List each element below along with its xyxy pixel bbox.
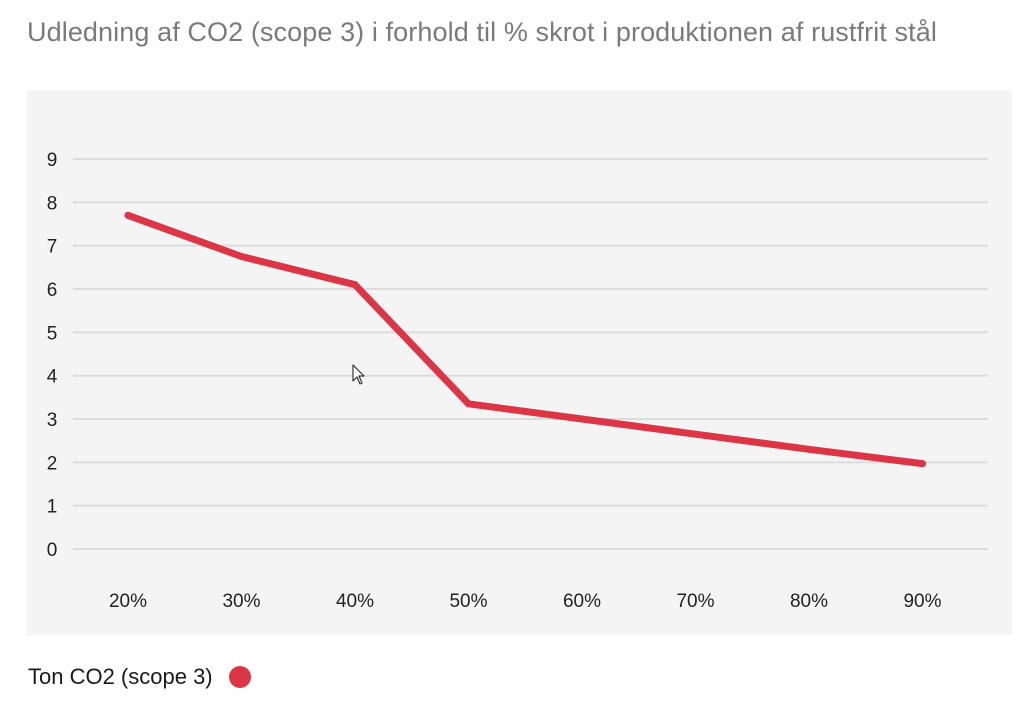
data-point[interactable]: [919, 460, 926, 468]
y-axis-ticks: 0 1 2 3 4 5 6 7 8 9: [47, 150, 58, 561]
data-point[interactable]: [238, 253, 245, 260]
y-tick-label: 6: [47, 280, 58, 301]
plot-area: [27, 90, 1012, 635]
x-tick-label: 40%: [336, 591, 374, 612]
legend-label: Ton CO2 (scope 3): [28, 664, 213, 689]
x-tick-label: 70%: [676, 591, 714, 612]
x-axis-ticks: 20% 30% 40% 50% 60% 70% 80% 90%: [109, 591, 942, 612]
data-point[interactable]: [351, 281, 359, 289]
data-point[interactable]: [692, 430, 699, 438]
data-point[interactable]: [124, 211, 132, 219]
y-tick-label: 5: [47, 323, 58, 344]
x-tick-label: 30%: [222, 591, 260, 612]
y-tick-label: 4: [47, 367, 58, 388]
y-tick-label: 0: [47, 540, 58, 561]
y-tick-label: 9: [47, 150, 58, 171]
data-point[interactable]: [578, 415, 586, 423]
x-tick-label: 90%: [903, 591, 941, 612]
x-tick-label: 60%: [563, 591, 601, 612]
gridlines: [73, 158, 988, 550]
data-point[interactable]: [465, 400, 472, 408]
y-tick-label: 2: [47, 453, 58, 474]
x-tick-label: 20%: [109, 591, 147, 612]
x-tick-label: 80%: [790, 591, 828, 612]
x-tick-label: 50%: [449, 591, 487, 612]
mouse-pointer-icon: [352, 364, 365, 385]
legend[interactable]: Ton CO2 (scope 3): [28, 664, 251, 690]
y-tick-label: 7: [47, 237, 58, 258]
series-lines: [124, 211, 926, 468]
chart-title: Udledning af CO2 (scope 3) i forhold til…: [27, 17, 937, 47]
y-tick-label: 3: [47, 410, 58, 431]
y-tick-label: 1: [47, 497, 58, 518]
legend-swatch: [228, 666, 251, 688]
y-tick-label: 8: [47, 193, 58, 214]
series-line[interactable]: [124, 211, 926, 468]
data-point[interactable]: [805, 445, 813, 453]
